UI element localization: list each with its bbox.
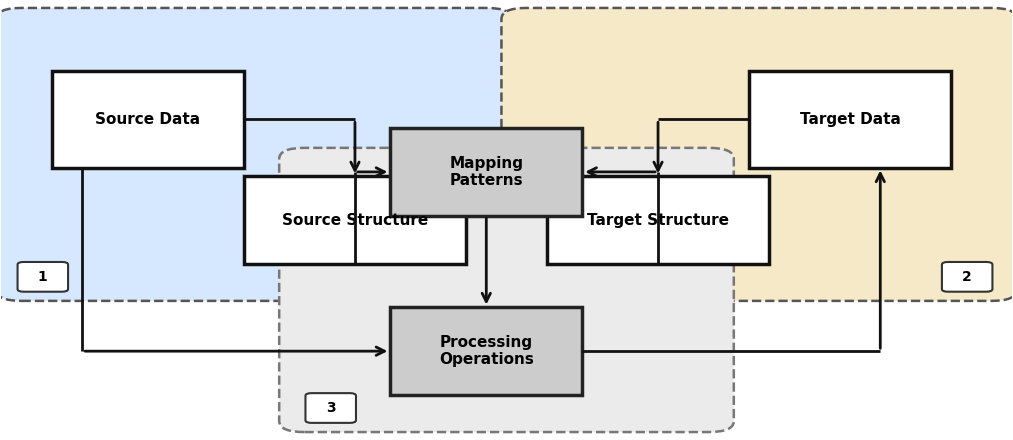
- Text: 3: 3: [326, 401, 335, 415]
- FancyBboxPatch shape: [547, 176, 769, 264]
- FancyBboxPatch shape: [280, 148, 733, 432]
- FancyBboxPatch shape: [17, 262, 68, 292]
- FancyBboxPatch shape: [0, 8, 512, 301]
- FancyBboxPatch shape: [244, 176, 466, 264]
- FancyBboxPatch shape: [942, 262, 993, 292]
- Text: Mapping
Patterns: Mapping Patterns: [450, 156, 524, 188]
- Text: 1: 1: [37, 270, 48, 284]
- FancyBboxPatch shape: [390, 308, 582, 395]
- Text: Source Data: Source Data: [95, 112, 201, 127]
- Text: Target Data: Target Data: [799, 112, 901, 127]
- FancyBboxPatch shape: [52, 71, 244, 168]
- FancyBboxPatch shape: [749, 71, 951, 168]
- Text: Source Structure: Source Structure: [282, 213, 428, 227]
- FancyBboxPatch shape: [390, 128, 582, 216]
- FancyBboxPatch shape: [501, 8, 1013, 301]
- Text: 2: 2: [962, 270, 972, 284]
- Text: Processing
Operations: Processing Operations: [439, 335, 534, 367]
- FancyBboxPatch shape: [306, 393, 356, 423]
- Text: Target Structure: Target Structure: [587, 213, 729, 227]
